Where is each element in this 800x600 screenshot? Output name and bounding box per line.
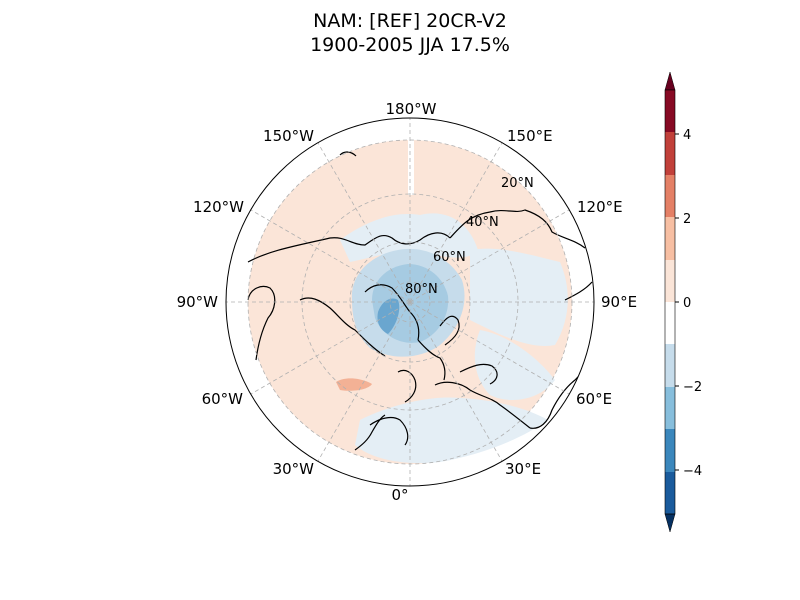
longitude-labels: 180°W 150°E 120°E 90°E 60°E 30°E 0° 30°W…	[177, 100, 638, 504]
colorbar-bin-3-4	[665, 132, 675, 175]
lon-label-60e: 60°E	[576, 390, 612, 408]
colorbar-bin-m5-m4	[665, 472, 675, 514]
chart-title-line-2: 1900-2005 JJA 17.5%	[310, 34, 510, 56]
lon-label-90e: 90°E	[601, 293, 637, 311]
colorbar-bin-0-1	[665, 260, 675, 302]
negative-field-greenland	[377, 298, 400, 334]
map-disk	[226, 118, 594, 486]
negative-field-asia	[470, 248, 568, 346]
lon-label-30e: 30°E	[505, 460, 541, 478]
chart-title-line-1: NAM: [REF] 20CR-V2	[313, 10, 507, 32]
colorbar: 4 2 0 −2 −4	[664, 71, 702, 533]
colorbar-min-arrow	[664, 513, 676, 533]
lon-label-180w: 180°W	[386, 100, 437, 118]
lon-label-120w: 120°W	[193, 198, 244, 216]
colorbar-tick-m2: −2	[683, 380, 702, 395]
colorbar-bin-1-2	[665, 217, 675, 260]
lat-label-60n: 60°N	[433, 250, 466, 265]
map-border	[225, 117, 595, 487]
positive-field-blob	[336, 378, 372, 391]
graticule	[226, 118, 594, 486]
lat-label-20n: 20°N	[501, 176, 534, 191]
colorbar-tick-0: 0	[683, 296, 691, 311]
colorbar-bin-2-3	[665, 175, 675, 217]
colorbar-bin-4-5	[665, 90, 675, 132]
lon-label-150w: 150°W	[263, 127, 314, 145]
lon-label-30w: 30°W	[273, 460, 315, 478]
lon-label-150e: 150°E	[507, 127, 553, 145]
negative-field-east	[474, 330, 555, 400]
colorbar-tick-2: 2	[683, 212, 691, 227]
lon-label-120e: 120°E	[577, 198, 623, 216]
colorbar-bin-m1-0	[665, 302, 675, 344]
colorbar-tick-4: 4	[683, 128, 691, 143]
colorbar-tick-m4: −4	[683, 464, 702, 479]
negative-field-atlantic	[355, 397, 548, 464]
lat-label-80n: 80°N	[405, 282, 438, 297]
lon-label-90w: 90°W	[177, 293, 219, 311]
lat-label-40n: 40°N	[466, 215, 499, 230]
lon-label-60w: 60°W	[202, 390, 244, 408]
lon-label-0: 0°	[391, 486, 408, 504]
latitude-labels: 20°N 40°N 60°N 80°N	[405, 176, 534, 297]
colorbar-bin-m2-m1	[665, 344, 675, 387]
colorbar-bin-m4-m3	[665, 429, 675, 472]
colorbar-max-arrow	[664, 71, 676, 91]
negative-field-pacific	[340, 213, 478, 262]
colorbar-bin-m3-m2	[665, 387, 675, 429]
